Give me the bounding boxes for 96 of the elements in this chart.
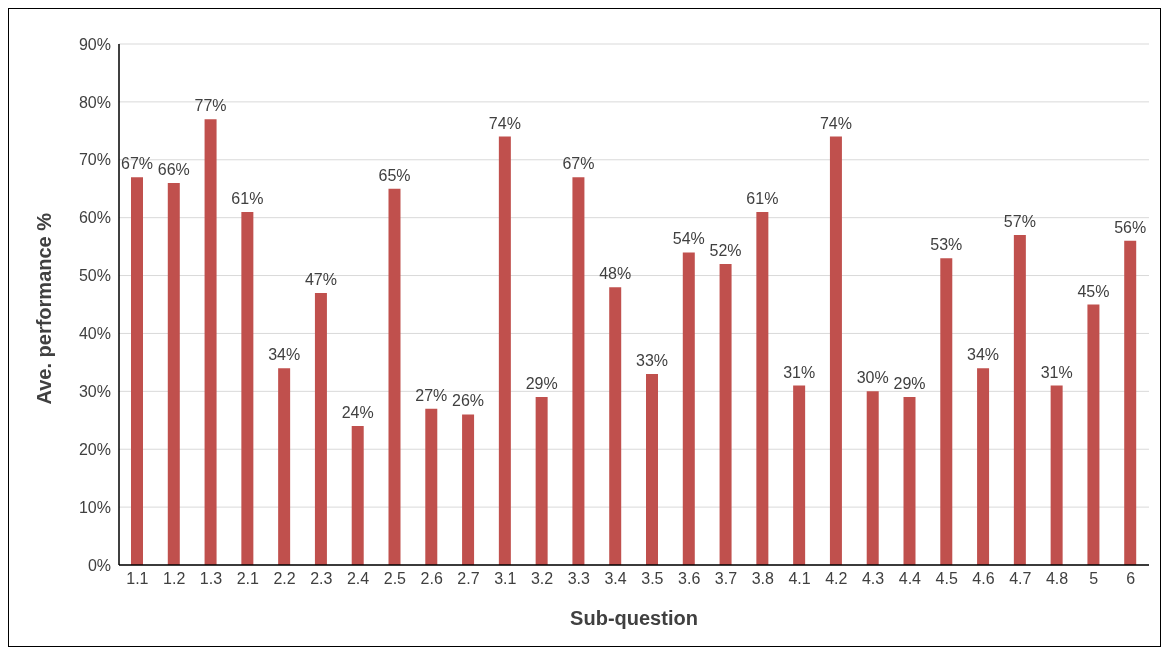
data-label: 74%	[488, 114, 521, 132]
bar	[498, 136, 511, 565]
y-tick-label: 50%	[78, 267, 111, 285]
y-tick-label: 40%	[78, 325, 111, 343]
x-tick-label: 5	[1089, 570, 1099, 588]
data-label: 67%	[562, 155, 595, 173]
x-tick-label: 2.5	[383, 570, 407, 588]
x-tick-label: 2.6	[420, 570, 443, 588]
bar	[1087, 304, 1100, 565]
bar	[829, 136, 842, 565]
data-label: 74%	[819, 114, 852, 132]
bar	[756, 211, 769, 565]
data-label: 67%	[120, 155, 154, 173]
data-label: 30%	[856, 369, 889, 387]
x-tick-label: 2.4	[346, 570, 370, 588]
data-label: 47%	[304, 270, 337, 288]
x-axis-title: Sub-question	[570, 607, 698, 629]
x-tick-label: 3.2	[530, 570, 554, 588]
data-label: 65%	[378, 166, 411, 184]
y-tick-label: 20%	[78, 440, 111, 458]
y-tick-label: 0%	[87, 556, 111, 574]
bar	[462, 414, 475, 565]
data-label: 61%	[231, 189, 264, 207]
x-tick-label: 2.2	[273, 570, 296, 588]
bar	[1013, 235, 1026, 565]
y-tick-label: 80%	[78, 93, 111, 111]
data-label: 26%	[452, 392, 485, 410]
x-tick-label: 6	[1126, 570, 1136, 588]
bar	[866, 391, 879, 565]
x-tick-label: 4.4	[898, 570, 922, 588]
x-tick-label: 1.1	[126, 570, 149, 588]
bar	[278, 368, 291, 565]
y-tick-label: 10%	[78, 498, 111, 516]
x-tick-label: 2.7	[457, 570, 480, 588]
data-label: 34%	[967, 346, 1000, 364]
x-tick-label: 1.3	[199, 570, 223, 588]
data-label: 61%	[746, 189, 779, 207]
bar	[535, 397, 548, 565]
x-tick-label: 3.4	[604, 570, 627, 588]
x-tick-label: 2.3	[310, 570, 333, 588]
bar	[609, 287, 622, 565]
bar	[646, 373, 658, 565]
bar	[167, 182, 180, 565]
x-tick-label: 4.3	[861, 570, 885, 588]
bar	[793, 385, 806, 565]
data-label: 66%	[157, 160, 190, 178]
data-label: 45%	[1077, 282, 1110, 300]
x-tick-label: 3.3	[567, 570, 591, 588]
data-label: 53%	[930, 236, 963, 254]
bar	[1050, 385, 1063, 565]
bar	[204, 119, 217, 565]
y-tick-label: 90%	[78, 35, 111, 53]
x-tick-label: 3.7	[714, 570, 738, 588]
x-tick-label: 1.2	[163, 570, 186, 588]
y-tick-label: 60%	[78, 209, 111, 227]
data-label: 31%	[1040, 363, 1073, 381]
data-label: 54%	[672, 230, 705, 248]
bar	[572, 177, 585, 565]
data-label: 33%	[635, 351, 669, 369]
data-label: 34%	[268, 346, 301, 364]
x-tick-label: 4.8	[1045, 570, 1069, 588]
x-tick-label: 4.1	[788, 570, 811, 588]
x-tick-label: 3.5	[641, 570, 664, 588]
bar	[131, 177, 143, 565]
x-tick-label: 3.6	[678, 570, 701, 588]
x-tick-label: 2.1	[236, 570, 259, 588]
y-tick-label: 70%	[78, 151, 111, 169]
x-tick-label: 4.5	[935, 570, 958, 588]
data-label: 29%	[893, 375, 926, 393]
bar	[719, 263, 732, 565]
data-label: 52%	[709, 241, 742, 259]
data-label: 77%	[194, 97, 227, 115]
x-tick-label: 4.6	[972, 570, 995, 588]
data-label: 57%	[1003, 213, 1036, 231]
bar	[682, 252, 695, 565]
data-label: 24%	[341, 404, 374, 422]
bar	[388, 188, 401, 565]
data-label: 29%	[525, 375, 558, 393]
data-label: 56%	[1114, 218, 1147, 236]
bar	[1124, 240, 1137, 565]
y-tick-label: 30%	[78, 383, 111, 401]
x-tick-label: 4.7	[1009, 570, 1032, 588]
data-label: 48%	[599, 265, 632, 283]
data-label: 27%	[415, 386, 448, 404]
x-tick-label: 4.2	[825, 570, 848, 588]
bar	[977, 368, 990, 565]
data-label: 31%	[783, 363, 816, 381]
bar	[425, 408, 438, 565]
x-tick-label: 3.1	[494, 570, 517, 588]
bar	[940, 258, 953, 565]
bar	[314, 292, 327, 565]
y-axis-title: Ave. performance %	[33, 212, 56, 405]
bar	[903, 397, 916, 565]
x-tick-label: 3.8	[751, 570, 774, 588]
bar	[351, 426, 364, 565]
bar	[241, 211, 254, 565]
